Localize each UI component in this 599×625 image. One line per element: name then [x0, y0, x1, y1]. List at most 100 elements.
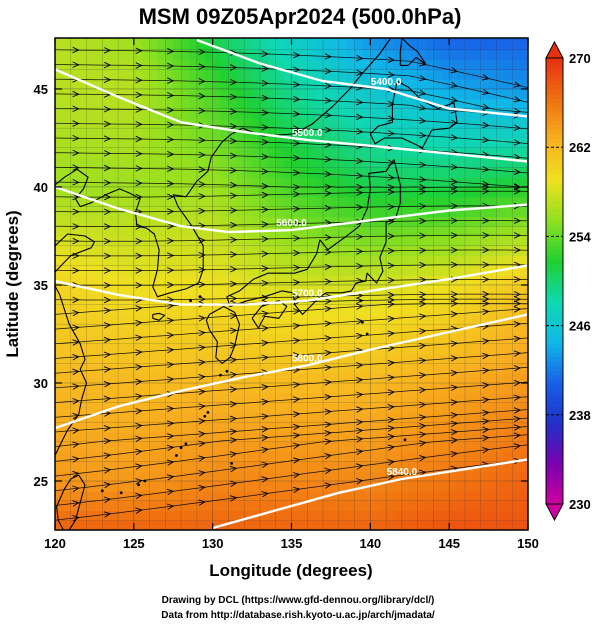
heatmap-cell — [393, 412, 403, 423]
heatmap-cell — [196, 275, 206, 286]
heatmap-cell — [259, 451, 269, 462]
heatmap-cell — [393, 353, 403, 364]
streamline-arrow — [167, 77, 175, 84]
heatmap-cell — [464, 49, 474, 61]
heatmap-cell — [267, 88, 277, 100]
streamline-arrow — [135, 363, 143, 371]
heatmap-cell — [110, 353, 119, 364]
heatmap-cell — [472, 422, 482, 433]
streamline-arrow — [419, 401, 427, 408]
heatmap-cell — [94, 245, 103, 257]
contour-line — [55, 185, 528, 234]
heatmap-cell — [196, 441, 206, 453]
heatmap-cell — [204, 471, 214, 482]
heatmap-cell — [204, 441, 214, 453]
heatmap-cell — [464, 128, 474, 139]
heatmap-cell — [338, 216, 348, 227]
streamline-arrow — [419, 161, 427, 168]
streamline-arrow — [482, 166, 490, 173]
heatmap-cell — [496, 69, 505, 80]
heatmap-cell — [425, 490, 434, 502]
heatmap-cell — [244, 167, 253, 178]
heatmap-cell — [133, 314, 143, 325]
streamline-arrow — [419, 183, 427, 191]
heatmap-cell — [220, 314, 230, 325]
heatmap-cell — [244, 343, 253, 355]
streamline-arrow — [198, 359, 206, 366]
streamline-arrow — [261, 461, 269, 468]
heatmap-cell — [346, 510, 356, 521]
heatmap-cell — [323, 353, 332, 364]
streamline-arrow — [450, 178, 459, 185]
heatmap-cell — [149, 510, 159, 521]
heatmap-cell — [133, 402, 143, 413]
heatmap-cell — [488, 353, 498, 364]
heatmap-cell — [433, 363, 442, 374]
heatmap-cell — [488, 226, 498, 237]
heatmap-cell — [441, 137, 450, 149]
heatmap-cell — [330, 245, 340, 257]
streamline-arrow — [293, 190, 301, 198]
heatmap-cell — [259, 186, 269, 198]
heatmap-cell — [362, 500, 371, 511]
heatmap-cell — [102, 216, 111, 227]
heatmap-cell — [346, 422, 356, 433]
heatmap-cell — [441, 304, 450, 315]
heatmap-cell — [165, 49, 174, 61]
heatmap-cell — [204, 79, 214, 90]
streamline-arrow — [167, 222, 175, 230]
heatmap-cell — [149, 79, 159, 90]
heatmap-cell — [236, 441, 245, 453]
heatmap-cell — [189, 108, 198, 119]
heatmap-cell — [125, 471, 135, 482]
heatmap-cell — [228, 59, 237, 70]
heatmap-cell — [102, 108, 111, 119]
heatmap-cell — [362, 196, 371, 208]
heatmap-cell — [141, 147, 151, 159]
heatmap-cell — [386, 422, 395, 433]
heatmap-cell — [157, 157, 166, 168]
heatmap-cell — [362, 226, 371, 237]
heatmap-cell — [212, 157, 222, 168]
heatmap-cell — [118, 88, 127, 100]
heatmap-cell — [86, 304, 96, 315]
heatmap-cell — [480, 412, 490, 423]
heatmap-cell — [386, 284, 395, 296]
heatmap-cell — [118, 245, 127, 257]
heatmap-cell — [220, 304, 230, 315]
heatmap-cell — [338, 314, 348, 325]
heatmap-cell — [228, 412, 237, 423]
heatmap-cell — [496, 226, 505, 237]
heatmap-cell — [291, 128, 300, 139]
heatmap-cell — [299, 147, 308, 159]
heatmap-cell — [181, 186, 190, 198]
heatmap-cell — [236, 69, 245, 80]
streamline-arrow — [229, 342, 238, 349]
heatmap-cell — [165, 402, 174, 413]
heatmap-cell — [55, 373, 64, 384]
heatmap-cell — [370, 422, 379, 433]
heatmap-cell — [267, 79, 277, 90]
heatmap-cell — [378, 490, 387, 502]
colorbar-segment — [546, 495, 563, 501]
heatmap-cell — [94, 363, 103, 374]
streamline-arrow — [482, 409, 490, 417]
heatmap-cell — [133, 59, 143, 70]
heatmap-cell — [283, 69, 293, 80]
heatmap-cell — [323, 363, 332, 374]
heatmap-cell — [291, 206, 300, 217]
heatmap-cell — [401, 284, 411, 296]
heatmap-cell — [299, 510, 308, 521]
heatmap-cell — [520, 324, 528, 335]
streamline-arrow — [72, 398, 80, 405]
colorbar-segment — [546, 160, 563, 166]
streamline-arrow — [103, 307, 112, 314]
y-tick-label: 25 — [34, 474, 48, 489]
heatmap-cell — [512, 157, 521, 168]
heatmap-cell — [464, 186, 474, 198]
heatmap-cell — [196, 137, 206, 149]
heatmap-cell — [102, 402, 111, 413]
streamline-arrow — [198, 136, 206, 144]
heatmap-cell — [252, 373, 261, 384]
heatmap-cell — [378, 471, 387, 482]
